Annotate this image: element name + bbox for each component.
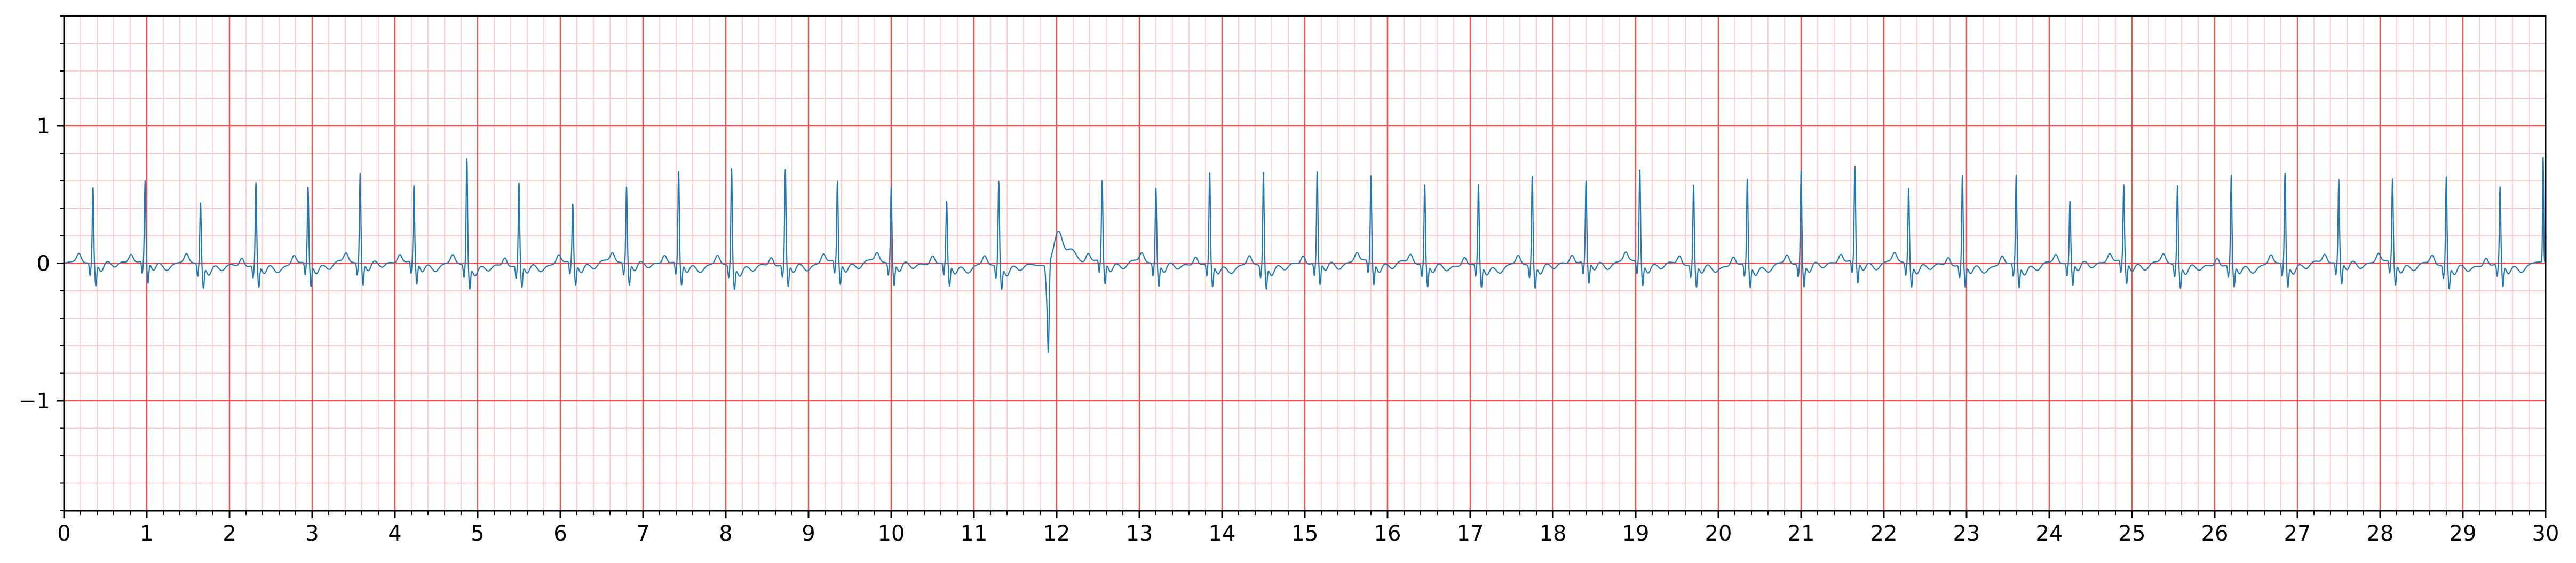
x-tick-label: 18 [1540, 521, 1567, 546]
major-grid [63, 16, 2547, 511]
y-tick-label: −1 [19, 389, 50, 414]
x-tick-label: 8 [719, 521, 732, 546]
x-tick-label: 7 [636, 521, 649, 546]
x-tick-label: 6 [553, 521, 567, 546]
x-tick-label: 24 [2036, 521, 2063, 546]
x-tick-label: 20 [1705, 521, 1732, 546]
x-tick-label: 5 [471, 521, 484, 546]
ecg-trace [64, 157, 2546, 353]
y-tick-label: 1 [37, 114, 50, 139]
x-tick-label: 3 [305, 521, 319, 546]
x-tick-label: 27 [2284, 521, 2311, 546]
x-tick-label: 15 [1291, 521, 1319, 546]
x-tick-label: 11 [961, 521, 988, 546]
axis-ticks [57, 15, 2547, 518]
x-tick-label: 12 [1043, 521, 1071, 546]
x-tick-label: 23 [1953, 521, 1980, 546]
x-tick-label: 29 [2450, 521, 2477, 546]
x-tick-label: 19 [1622, 521, 1650, 546]
x-tick-label: 13 [1126, 521, 1153, 546]
tick-labels: 0 1 2 3 4 5 6 7 8 9 10 11 12 13 14 15 16 17 18 19 20 21 22 23 24… [19, 114, 2559, 546]
x-tick-label: 28 [2367, 521, 2394, 546]
x-tick-label: 1 [140, 521, 153, 546]
x-tick-label: 30 [2532, 521, 2559, 546]
y-tick-label: 0 [37, 252, 50, 276]
x-tick-label: 4 [388, 521, 401, 546]
x-tick-label: 25 [2119, 521, 2146, 546]
x-tick-label: 14 [1209, 521, 1236, 546]
x-tick-label: 17 [1457, 521, 1484, 546]
x-tick-label: 26 [2201, 521, 2229, 546]
x-tick-label: 22 [1870, 521, 1898, 546]
ecg-trace-group [64, 157, 2546, 353]
x-tick-label: 2 [223, 521, 236, 546]
x-tick-label: 0 [57, 521, 70, 546]
x-tick-label: 9 [802, 521, 815, 546]
x-tick-label: 21 [1788, 521, 1815, 546]
x-tick-label: 16 [1374, 521, 1401, 546]
x-tick-label: 10 [878, 521, 905, 546]
